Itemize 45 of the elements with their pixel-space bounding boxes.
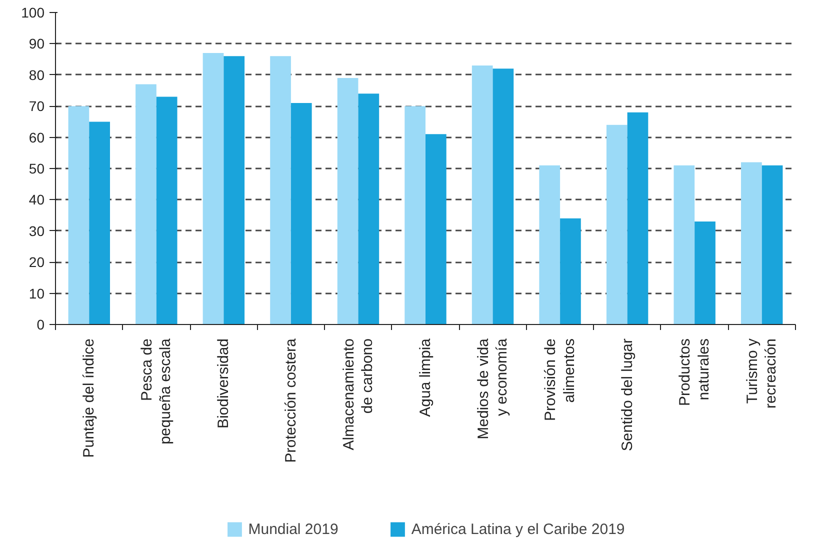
bar — [674, 165, 695, 324]
bar — [224, 56, 245, 324]
x-tick-label: Puntaje del índice — [80, 338, 98, 458]
y-tick-label: 80 — [28, 66, 45, 83]
legend-label: Mundial 2019 — [248, 520, 338, 538]
x-tick-label: Almacenamiento de carbono — [340, 338, 376, 450]
bar — [202, 53, 224, 324]
bar — [290, 102, 312, 324]
bar — [156, 96, 178, 324]
y-tick-label: 40 — [28, 192, 45, 208]
bar — [492, 68, 514, 324]
y-tick-label: 10 — [28, 285, 45, 302]
x-tick-label: Biodiversidad — [215, 338, 232, 429]
x-tick-label: Agua limpia — [417, 338, 434, 417]
bar — [694, 222, 716, 324]
bar — [762, 165, 783, 324]
bar — [560, 218, 581, 324]
bar — [337, 78, 358, 324]
y-tick-label: 70 — [28, 98, 45, 114]
bar — [606, 124, 628, 324]
x-tick-label: Turismo y recreación — [744, 338, 780, 409]
y-tick-label: 0 — [36, 316, 45, 332]
x-tick-label: Pesca de pequeña escala — [138, 338, 174, 444]
y-tick-label: 90 — [28, 36, 45, 52]
y-tick-label: 100 — [21, 4, 45, 20]
bar — [426, 134, 446, 324]
bar — [404, 106, 426, 324]
bar — [136, 84, 156, 324]
y-tick-label: 60 — [28, 129, 45, 146]
bar — [539, 165, 560, 324]
y-tick-label: 30 — [28, 222, 45, 239]
bar — [358, 94, 380, 324]
bar — [89, 122, 110, 324]
x-tick-label: Medios de vida y economía — [474, 338, 511, 440]
bar — [270, 56, 291, 324]
bar — [627, 112, 648, 324]
bar — [741, 162, 762, 324]
bar — [472, 66, 493, 324]
x-tick-label: Productos naturales — [676, 338, 712, 406]
y-tick-label: 50 — [28, 160, 45, 176]
legend-label: América Latina y el Caribe 2019 — [411, 520, 625, 538]
bar — [68, 106, 90, 324]
x-tick-label: Protección costera — [282, 338, 300, 463]
y-tick-label: 20 — [28, 254, 45, 270]
x-tick-label: Sentido del lugar — [618, 338, 636, 452]
